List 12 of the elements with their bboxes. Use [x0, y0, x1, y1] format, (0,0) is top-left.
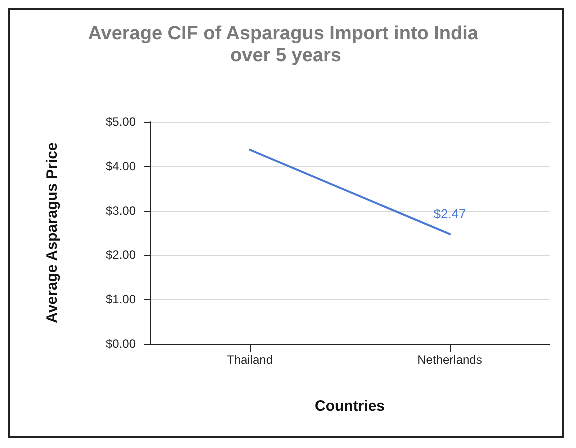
y-tick-label: $1.00 — [106, 292, 136, 307]
y-tick-label: $4.00 — [106, 159, 136, 174]
y-tick-label: $2.00 — [106, 248, 136, 262]
x-tick-label: Netherlands — [418, 353, 482, 367]
x-axis-title: Countries — [314, 398, 386, 415]
chart-title: Average CIF of Asparagus Import into India over 5 years — [88, 24, 484, 66]
y-tick-label: $5.00 — [106, 115, 136, 129]
data-label: $2.47 — [434, 206, 466, 222]
y-axis-title: Average Asparagus Price — [44, 142, 61, 324]
y-tick-label: $3.00 — [106, 204, 136, 218]
x-tick-label: Thailand — [226, 353, 274, 367]
y-tick-label: $0.00 — [106, 337, 136, 351]
